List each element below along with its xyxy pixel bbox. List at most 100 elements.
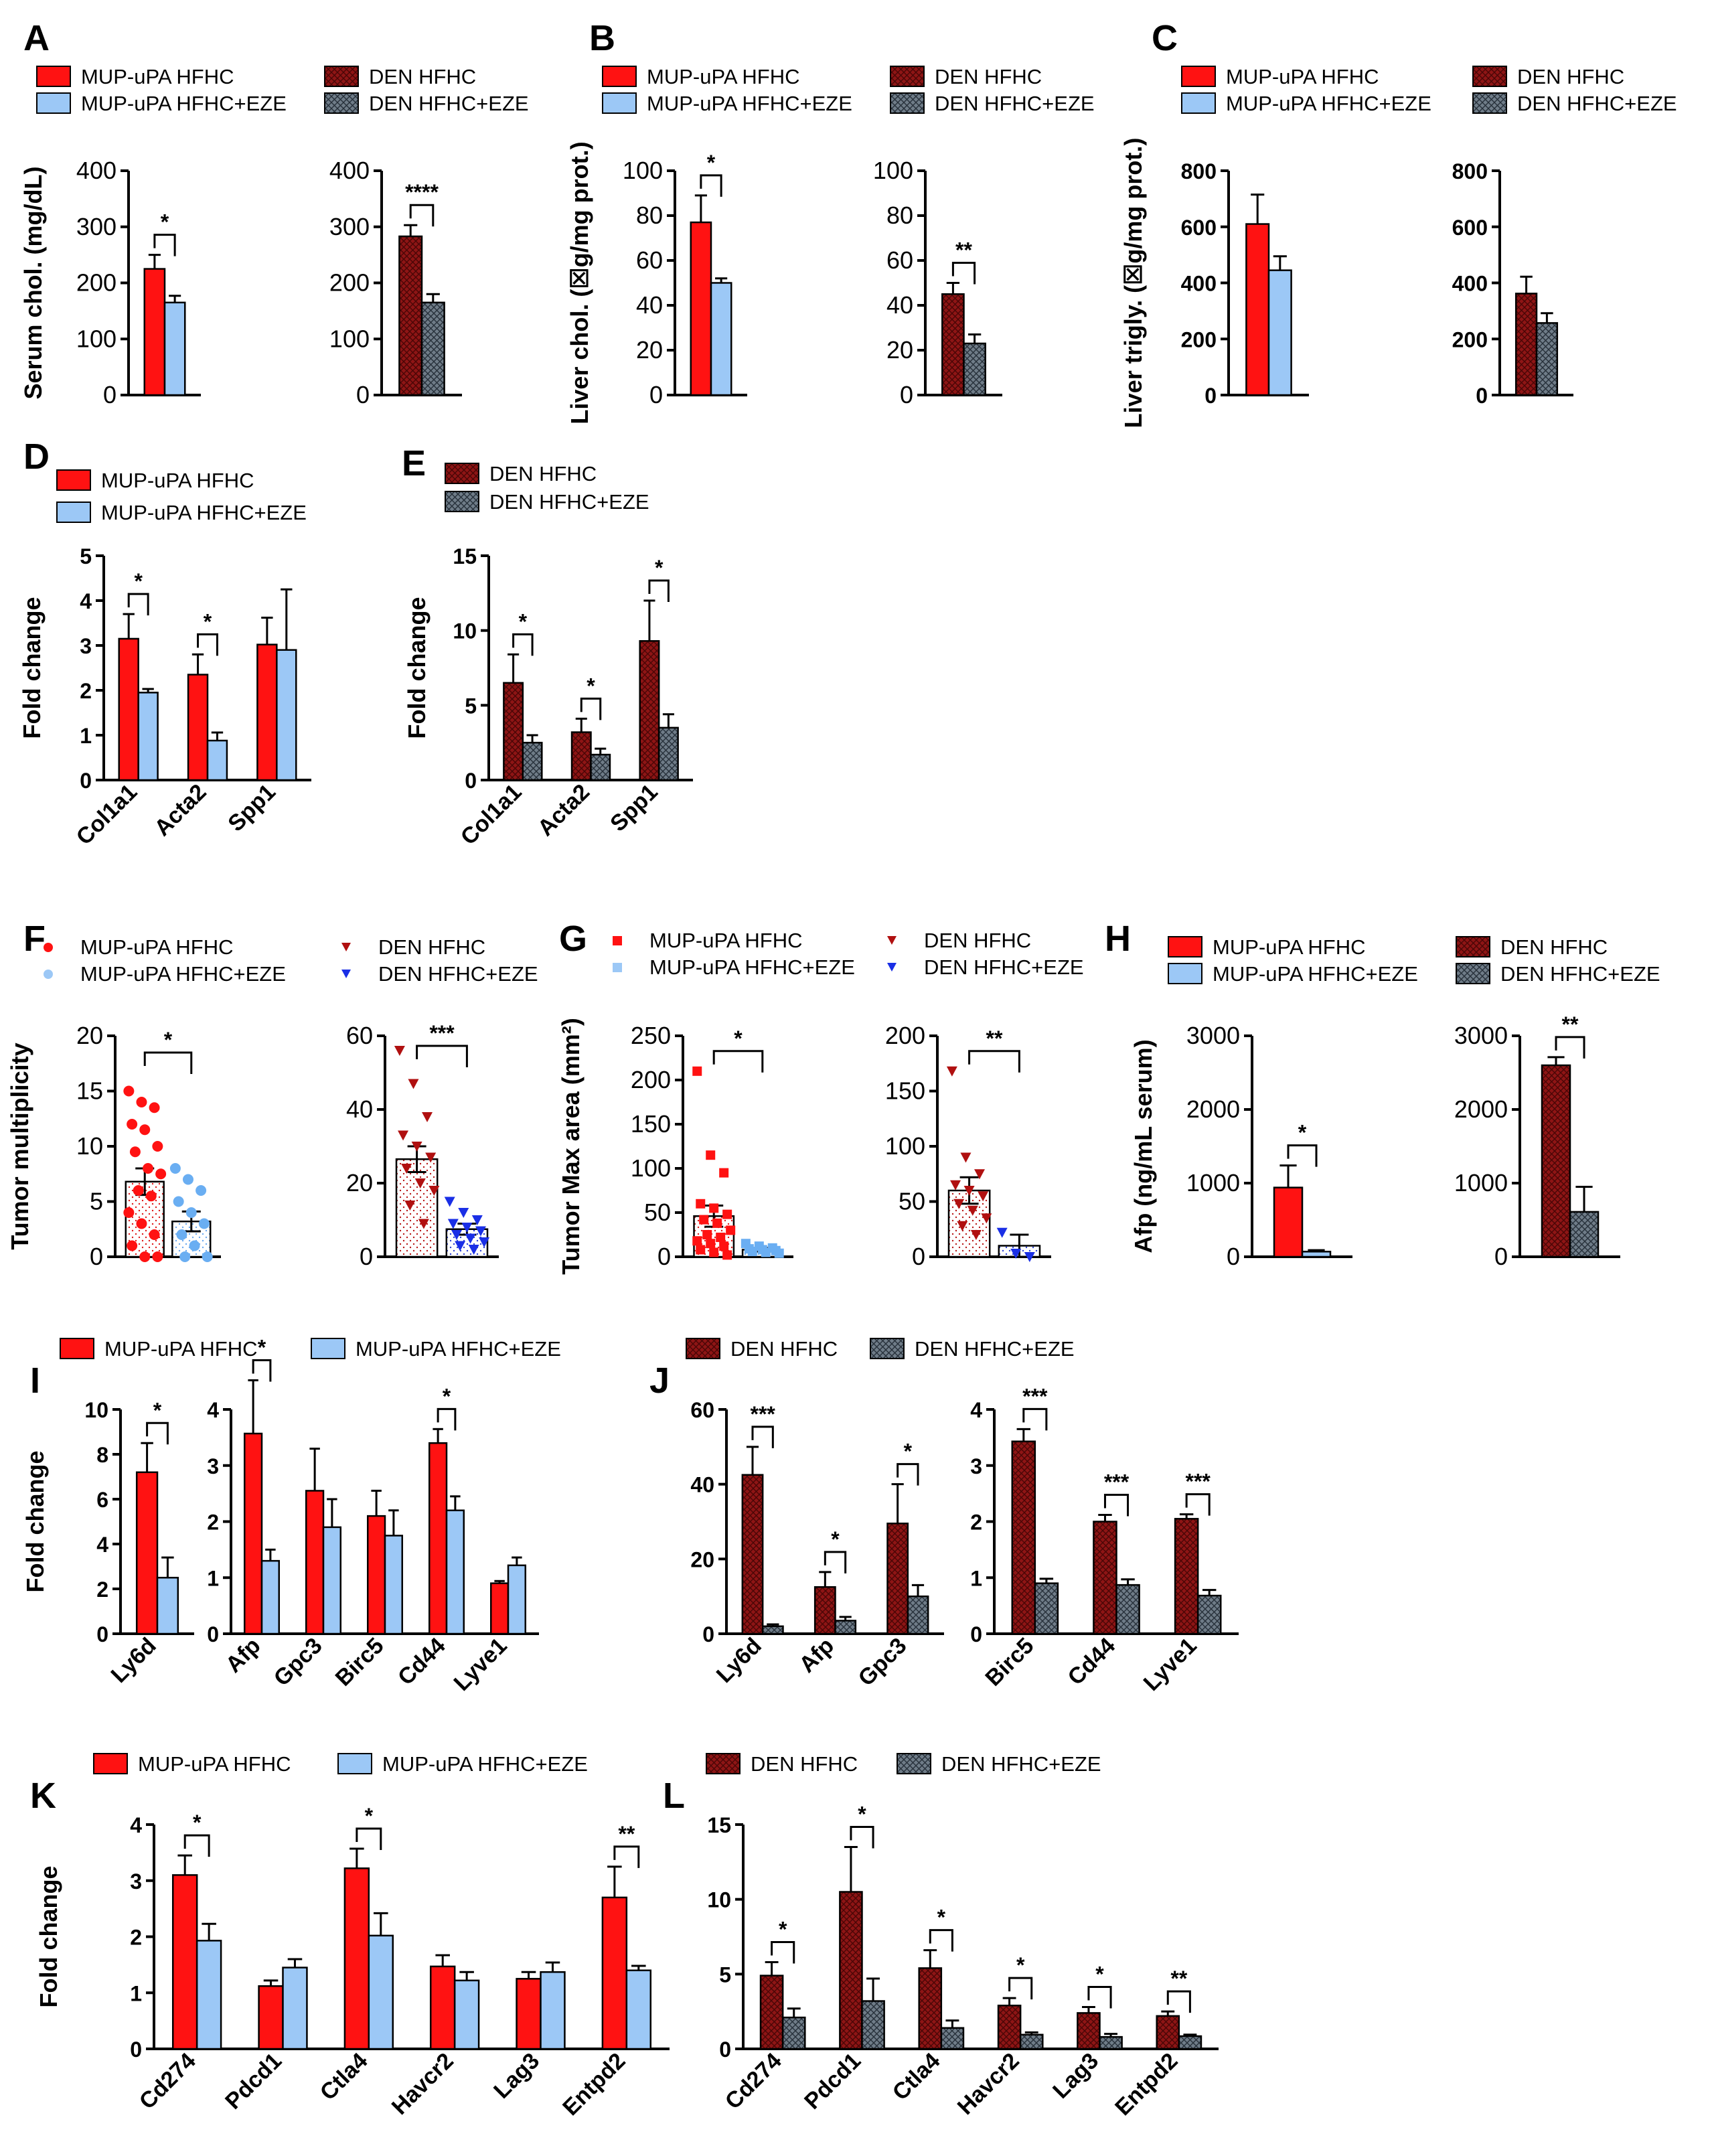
x-tick-label: Entpd2 xyxy=(558,2048,630,2121)
y-tick-label: 400 xyxy=(1452,272,1488,296)
significance-bracket xyxy=(897,1463,919,1486)
y-tick-label: 3 xyxy=(207,1454,219,1478)
y-tick-label: 600 xyxy=(1452,216,1488,240)
data-point xyxy=(189,1240,200,1251)
y-tick-label: 3 xyxy=(130,1869,142,1894)
bar xyxy=(276,649,297,781)
legend-swatch xyxy=(324,66,359,87)
significance-bracket xyxy=(1022,1407,1048,1431)
legend-label: MUP-uPA HFHC xyxy=(104,1337,258,1361)
y-tick-label: 0 xyxy=(912,1243,925,1270)
y-tick-label: 80 xyxy=(636,202,663,229)
bar xyxy=(1267,269,1292,396)
significance-bracket xyxy=(409,204,435,227)
chart-C1: 0 200 400 600 800 Liver trigly. (☒g/mg prot.) xyxy=(1119,138,1309,429)
data-point xyxy=(182,1174,193,1185)
data-point xyxy=(1010,1249,1022,1259)
panel-letter-H: H xyxy=(1105,919,1131,959)
y-axis-title: Tumor Max area (mm²) xyxy=(557,1018,585,1274)
significance-bracket xyxy=(951,262,976,285)
legend-label: MUP-uPA HFHC+EZE xyxy=(80,962,286,986)
y-tick-label: 0 xyxy=(90,1243,103,1270)
y-tick-label: 10 xyxy=(453,619,477,643)
bar xyxy=(429,1965,456,2050)
significance-label: * xyxy=(365,1804,374,1828)
data-point xyxy=(404,1201,416,1211)
bar xyxy=(861,2000,885,2050)
legend-D: MUP-uPA HFHC MUP-uPA HFHC+EZE xyxy=(56,469,307,524)
bar xyxy=(1093,1521,1117,1635)
y-tick-label: 400 xyxy=(329,157,370,184)
y-tick-label: 4 xyxy=(970,1398,982,1422)
y-tick-label: 4 xyxy=(130,1813,142,1837)
data-point xyxy=(465,1233,476,1244)
bar xyxy=(590,753,611,781)
data-point xyxy=(996,1227,1008,1238)
significance-label: * xyxy=(204,609,212,633)
data-point xyxy=(129,1146,141,1158)
data-point xyxy=(149,1102,160,1113)
data-point xyxy=(422,1112,433,1122)
legend-marker-square xyxy=(613,963,622,972)
y-tick-label: 60 xyxy=(886,246,913,274)
legend-label: DEN HFHC+EZE xyxy=(935,92,1095,115)
legend-label: DEN HFHC xyxy=(924,929,1031,952)
bar xyxy=(522,741,543,781)
x-tick-label: Birc5 xyxy=(331,1633,389,1691)
legend-swatch xyxy=(602,92,637,114)
data-point xyxy=(155,1168,167,1180)
significance-label: * xyxy=(707,151,716,175)
legend-marker-square xyxy=(613,936,622,945)
legend-swatch xyxy=(890,66,925,87)
bar xyxy=(690,221,712,396)
y-axis-title: Liver trigly. (☒g/mg prot.) xyxy=(1119,138,1147,429)
data-point xyxy=(398,1130,409,1141)
data-point xyxy=(719,1168,729,1178)
legend-swatch xyxy=(60,1338,94,1359)
y-tick-label: 60 xyxy=(690,1398,714,1422)
y-tick-label: 1000 xyxy=(1454,1169,1508,1197)
y-tick-label: 200 xyxy=(1452,327,1488,352)
x-tick-label: Lag3 xyxy=(489,2048,544,2104)
bar xyxy=(781,2016,806,2050)
bar xyxy=(1514,293,1538,396)
bar xyxy=(1115,1584,1140,1635)
legend-label: DEN HFHC+EZE xyxy=(941,1752,1101,1776)
chart-H2: 0 1000 2000 3000 ** xyxy=(1454,1012,1620,1270)
panel-letter-A: A xyxy=(23,18,50,58)
data-point xyxy=(447,1219,459,1229)
bar xyxy=(137,692,159,781)
chart-F1: 0 5 10 15 20 Tumor multiplicity * xyxy=(6,1022,221,1270)
bar xyxy=(1196,1594,1222,1635)
y-tick-label: 20 xyxy=(346,1169,373,1197)
bar xyxy=(156,1577,179,1635)
y-tick-label: 2 xyxy=(96,1577,108,1602)
chart-G1: 0 50 100 150 200 250 Tumor Max area (mm²) * xyxy=(557,1018,793,1275)
data-point xyxy=(978,1191,989,1202)
bar xyxy=(1077,2012,1101,2050)
bar xyxy=(1174,1518,1199,1635)
x-tick-label: Spp1 xyxy=(223,779,281,837)
y-axis-title: Fold change xyxy=(35,1865,62,2007)
legend-J: DEN HFHC DEN HFHC+EZE xyxy=(686,1337,1075,1361)
y-axis-title: Fold change xyxy=(21,1450,49,1592)
x-tick-label: Ctla4 xyxy=(888,2048,945,2106)
legend-swatch xyxy=(1472,92,1507,114)
x-tick-label: Gpc3 xyxy=(269,1633,327,1691)
y-tick-label: 0 xyxy=(657,1243,671,1270)
bar xyxy=(601,1896,628,2050)
bar xyxy=(813,1586,836,1635)
bar xyxy=(305,1490,325,1635)
y-tick-label: 5 xyxy=(90,1188,103,1215)
legend-I: MUP-uPA HFHC MUP-uPA HFHC+EZE xyxy=(60,1337,561,1361)
data-point xyxy=(774,1248,784,1258)
legend-label: MUP-uPA HFHC+EZE xyxy=(101,501,307,524)
legend-label: DEN HFHC xyxy=(1500,935,1608,959)
y-tick-label: 10 xyxy=(84,1398,108,1422)
data-point xyxy=(455,1241,466,1251)
x-tick-label: Afp xyxy=(221,1633,266,1678)
legend-label: MUP-uPA HFHC xyxy=(1213,935,1366,959)
x-tick-label: Ctla4 xyxy=(315,2048,373,2106)
bar xyxy=(1019,2033,1044,2050)
panel-letter-J: J xyxy=(649,1361,670,1401)
